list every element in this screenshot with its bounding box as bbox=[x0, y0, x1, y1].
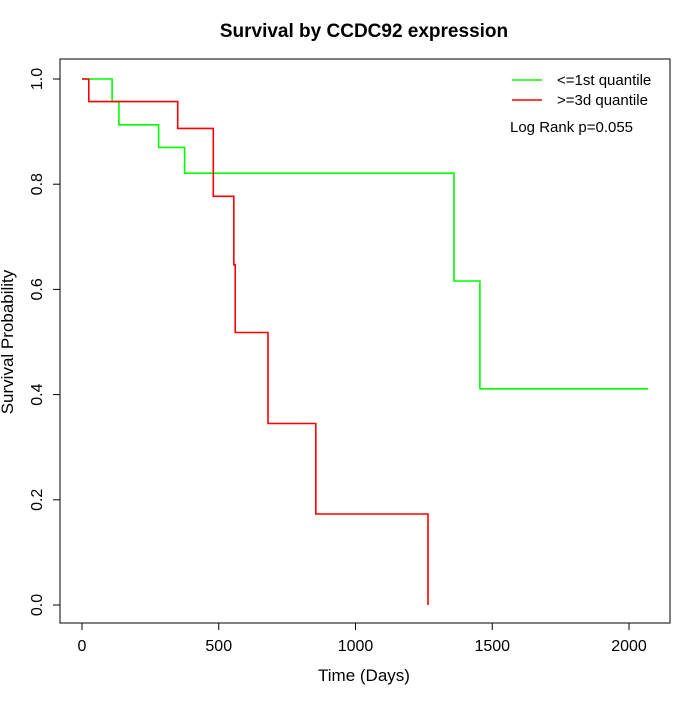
chart-title: Survival by CCDC92 expression bbox=[220, 21, 508, 42]
y-tick-label: 1.0 bbox=[29, 68, 46, 90]
series-layer bbox=[82, 78, 649, 605]
y-axis-label: Survival Probability bbox=[0, 269, 17, 414]
y-tick-label: 0.6 bbox=[29, 278, 46, 300]
log-rank-annotation: Log Rank p=0.055 bbox=[510, 119, 633, 136]
legend-label-1: <=1st quantile bbox=[557, 72, 651, 89]
x-tick-label: 1000 bbox=[338, 638, 374, 655]
x-tick-label: 500 bbox=[205, 638, 232, 655]
y-tick-label: 0.2 bbox=[29, 489, 46, 511]
y-tick-label: 0.8 bbox=[29, 173, 46, 195]
x-tick-label: 0 bbox=[78, 638, 87, 655]
x-tick-label: 2000 bbox=[611, 638, 647, 655]
y-axis: 0.0 0.2 0.4 0.6 0.8 1.0 bbox=[29, 68, 61, 616]
y-tick-label: 0.4 bbox=[29, 383, 46, 405]
x-tick-label: 1500 bbox=[474, 638, 510, 655]
plot-frame bbox=[59, 58, 671, 624]
legend: <=1st quantile >=3d quantile bbox=[512, 72, 651, 109]
series-line-2 bbox=[82, 78, 429, 605]
x-axis-label: Time (Days) bbox=[318, 666, 410, 685]
x-axis: 0 500 1000 1500 2000 bbox=[78, 622, 647, 655]
legend-label-2: >=3d quantile bbox=[557, 92, 648, 109]
y-tick-label: 0.0 bbox=[29, 594, 46, 616]
